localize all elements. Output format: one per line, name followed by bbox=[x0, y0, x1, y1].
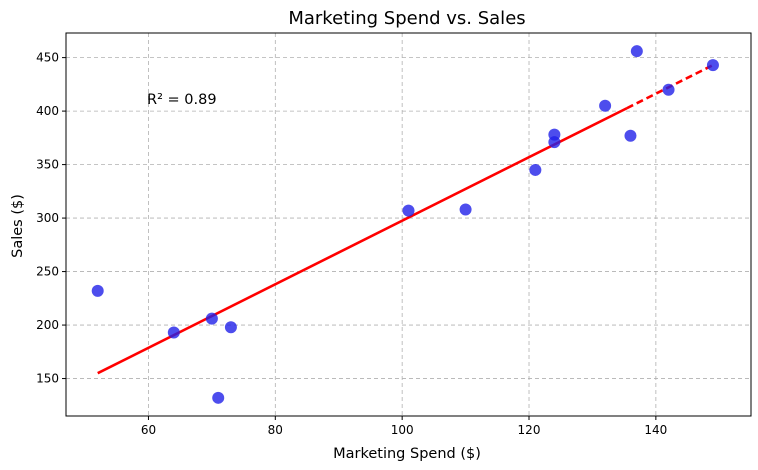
plot-frame bbox=[65, 32, 752, 417]
x-ticks: 60 80 100 120 140 bbox=[141, 416, 667, 437]
data-point bbox=[459, 203, 472, 216]
data-point bbox=[662, 83, 675, 96]
data-point bbox=[212, 391, 225, 404]
data-point bbox=[599, 99, 612, 112]
y-tick-label: 250 bbox=[36, 265, 59, 279]
data-point bbox=[224, 321, 237, 334]
data-point bbox=[706, 59, 719, 72]
y-axis-label: Sales ($) bbox=[10, 194, 26, 258]
data-point bbox=[529, 163, 542, 176]
chart-title: Marketing Spend vs. Sales bbox=[288, 8, 525, 29]
data-point bbox=[630, 45, 643, 58]
y-tick-label: 150 bbox=[36, 372, 59, 386]
y-tick-label: 300 bbox=[36, 211, 59, 225]
y-tick-label: 200 bbox=[36, 318, 59, 332]
x-tick-label: 80 bbox=[268, 423, 283, 437]
y-ticks: 150 200 250 300 350 400 450 bbox=[36, 51, 66, 386]
data-point bbox=[548, 128, 561, 141]
x-tick-label: 140 bbox=[644, 423, 667, 437]
r-squared-annotation: R² = 0.89 bbox=[147, 92, 217, 108]
x-tick-label: 60 bbox=[141, 423, 156, 437]
points-group bbox=[91, 45, 719, 404]
x-tick-label: 100 bbox=[391, 423, 414, 437]
y-tick-label: 450 bbox=[36, 51, 59, 65]
data-point bbox=[402, 204, 415, 217]
data-point bbox=[624, 129, 637, 142]
data-point bbox=[91, 284, 104, 297]
data-point bbox=[167, 326, 180, 339]
x-axis-label: Marketing Spend ($) bbox=[333, 446, 481, 462]
grid bbox=[66, 33, 751, 416]
y-tick-label: 400 bbox=[36, 104, 59, 118]
trendline bbox=[97, 107, 628, 375]
y-tick-label: 350 bbox=[36, 158, 59, 172]
data-point bbox=[205, 312, 218, 325]
x-tick-label: 120 bbox=[518, 423, 541, 437]
